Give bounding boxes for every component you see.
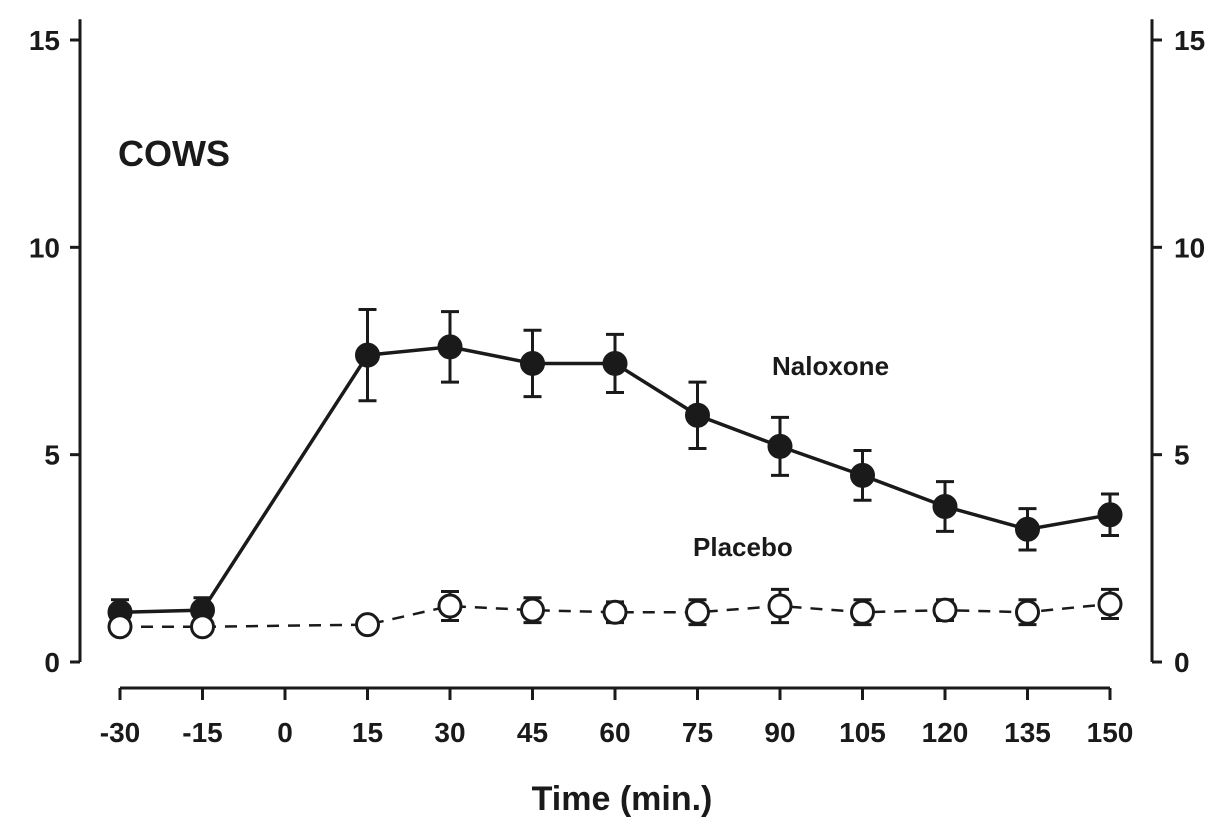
data-point-placebo <box>1097 591 1123 617</box>
x-tick-label: 90 <box>764 717 795 748</box>
data-point-placebo <box>602 599 628 625</box>
data-point-naloxone <box>437 334 463 360</box>
y-tick-label-left: 15 <box>29 25 60 56</box>
series-label-placebo: Placebo <box>693 532 793 562</box>
axes-layer: 0 0 5 5 10 10 15 15 -30 -15 0 15 30 45 60 75 90 105 120 135… <box>29 19 1205 748</box>
data-point-naloxone <box>602 350 628 376</box>
data-point-naloxone <box>932 494 958 519</box>
x-tick-label: 105 <box>839 717 886 748</box>
x-tick-label: 75 <box>682 717 713 748</box>
data-point-placebo <box>437 593 463 619</box>
data-point-placebo <box>685 599 710 625</box>
data-point-placebo <box>190 614 215 640</box>
x-tick-label: 60 <box>599 717 630 748</box>
data-point-naloxone <box>1097 502 1123 528</box>
x-tick-label: 45 <box>517 717 548 748</box>
y-tick-label-right: 10 <box>1174 232 1205 263</box>
series-label-naloxone: Naloxone <box>772 351 889 381</box>
x-tick-label: 150 <box>1087 717 1134 748</box>
y-tick-label-right: 15 <box>1174 25 1205 56</box>
data-point-placebo <box>520 597 545 623</box>
y-tick-label-left: 5 <box>44 440 60 471</box>
x-tick-label: 30 <box>434 717 465 748</box>
data-point-naloxone <box>355 342 380 368</box>
y-tick-label-right: 5 <box>1174 440 1190 471</box>
series-layer <box>107 308 1123 640</box>
series-placebo <box>107 587 1123 640</box>
data-point-placebo <box>107 614 133 640</box>
x-tick-label: -15 <box>182 717 222 748</box>
data-point-placebo <box>850 599 875 625</box>
x-tick-label: 120 <box>922 717 969 748</box>
x-tick-label: 0 <box>277 717 293 748</box>
data-point-naloxone <box>1015 516 1040 542</box>
x-tick-label: 135 <box>1004 717 1051 748</box>
data-point-placebo <box>355 612 380 638</box>
x-tick-label: -30 <box>100 717 140 748</box>
data-point-placebo <box>932 597 958 623</box>
y-tick-label-left: 0 <box>44 647 60 678</box>
data-point-naloxone <box>767 433 793 459</box>
x-axis-title: Time (min.) <box>532 780 713 818</box>
y-tick-label-right: 0 <box>1174 647 1190 678</box>
data-point-naloxone <box>520 350 545 376</box>
series-line-placebo <box>120 602 1111 629</box>
data-point-naloxone <box>850 462 875 488</box>
data-point-placebo <box>767 593 793 619</box>
data-point-placebo <box>1015 599 1040 625</box>
x-tick-label: 15 <box>352 717 383 748</box>
data-point-naloxone <box>685 402 710 428</box>
y-tick-label-left: 10 <box>29 232 60 263</box>
series-naloxone <box>107 308 1123 627</box>
chart-title: COWS <box>118 133 230 174</box>
series-line-naloxone <box>119 345 1111 614</box>
